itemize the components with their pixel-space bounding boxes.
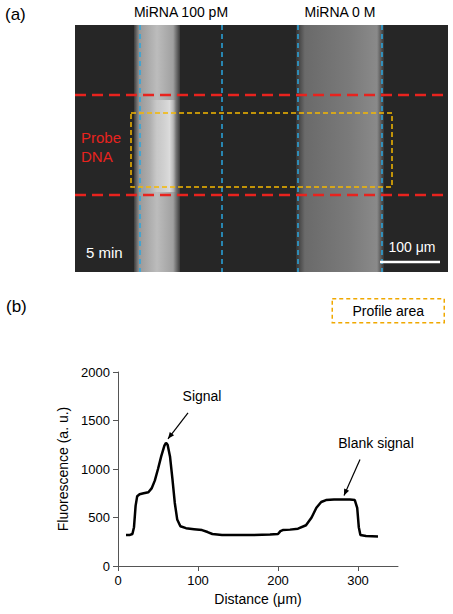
svg-text:100: 100 [187, 573, 209, 588]
svg-text:5 min: 5 min [86, 244, 123, 261]
svg-text:Blank signal: Blank signal [338, 435, 414, 451]
svg-text:200: 200 [267, 573, 289, 588]
svg-text:MiRNA 0 M: MiRNA 0 M [305, 4, 376, 20]
svg-text:Distance (μm): Distance (μm) [214, 591, 301, 607]
svg-text:2000: 2000 [81, 365, 110, 380]
svg-text:MiRNA 100 pM: MiRNA 100 pM [134, 4, 228, 20]
svg-text:Signal: Signal [183, 388, 222, 404]
svg-text:500: 500 [88, 510, 110, 525]
svg-text:(b): (b) [6, 297, 27, 316]
svg-text:1500: 1500 [81, 413, 110, 428]
svg-text:(a): (a) [5, 5, 26, 24]
svg-text:300: 300 [347, 573, 369, 588]
svg-text:0: 0 [114, 573, 121, 588]
svg-text:Probe: Probe [81, 129, 121, 146]
svg-text:Profile area: Profile area [352, 303, 424, 319]
svg-text:Fluorescence (a. u.): Fluorescence (a. u.) [55, 407, 71, 532]
svg-text:100 μm: 100 μm [389, 239, 436, 255]
svg-text:0: 0 [103, 559, 110, 574]
svg-text:1000: 1000 [81, 462, 110, 477]
svg-text:DNA: DNA [81, 148, 113, 165]
